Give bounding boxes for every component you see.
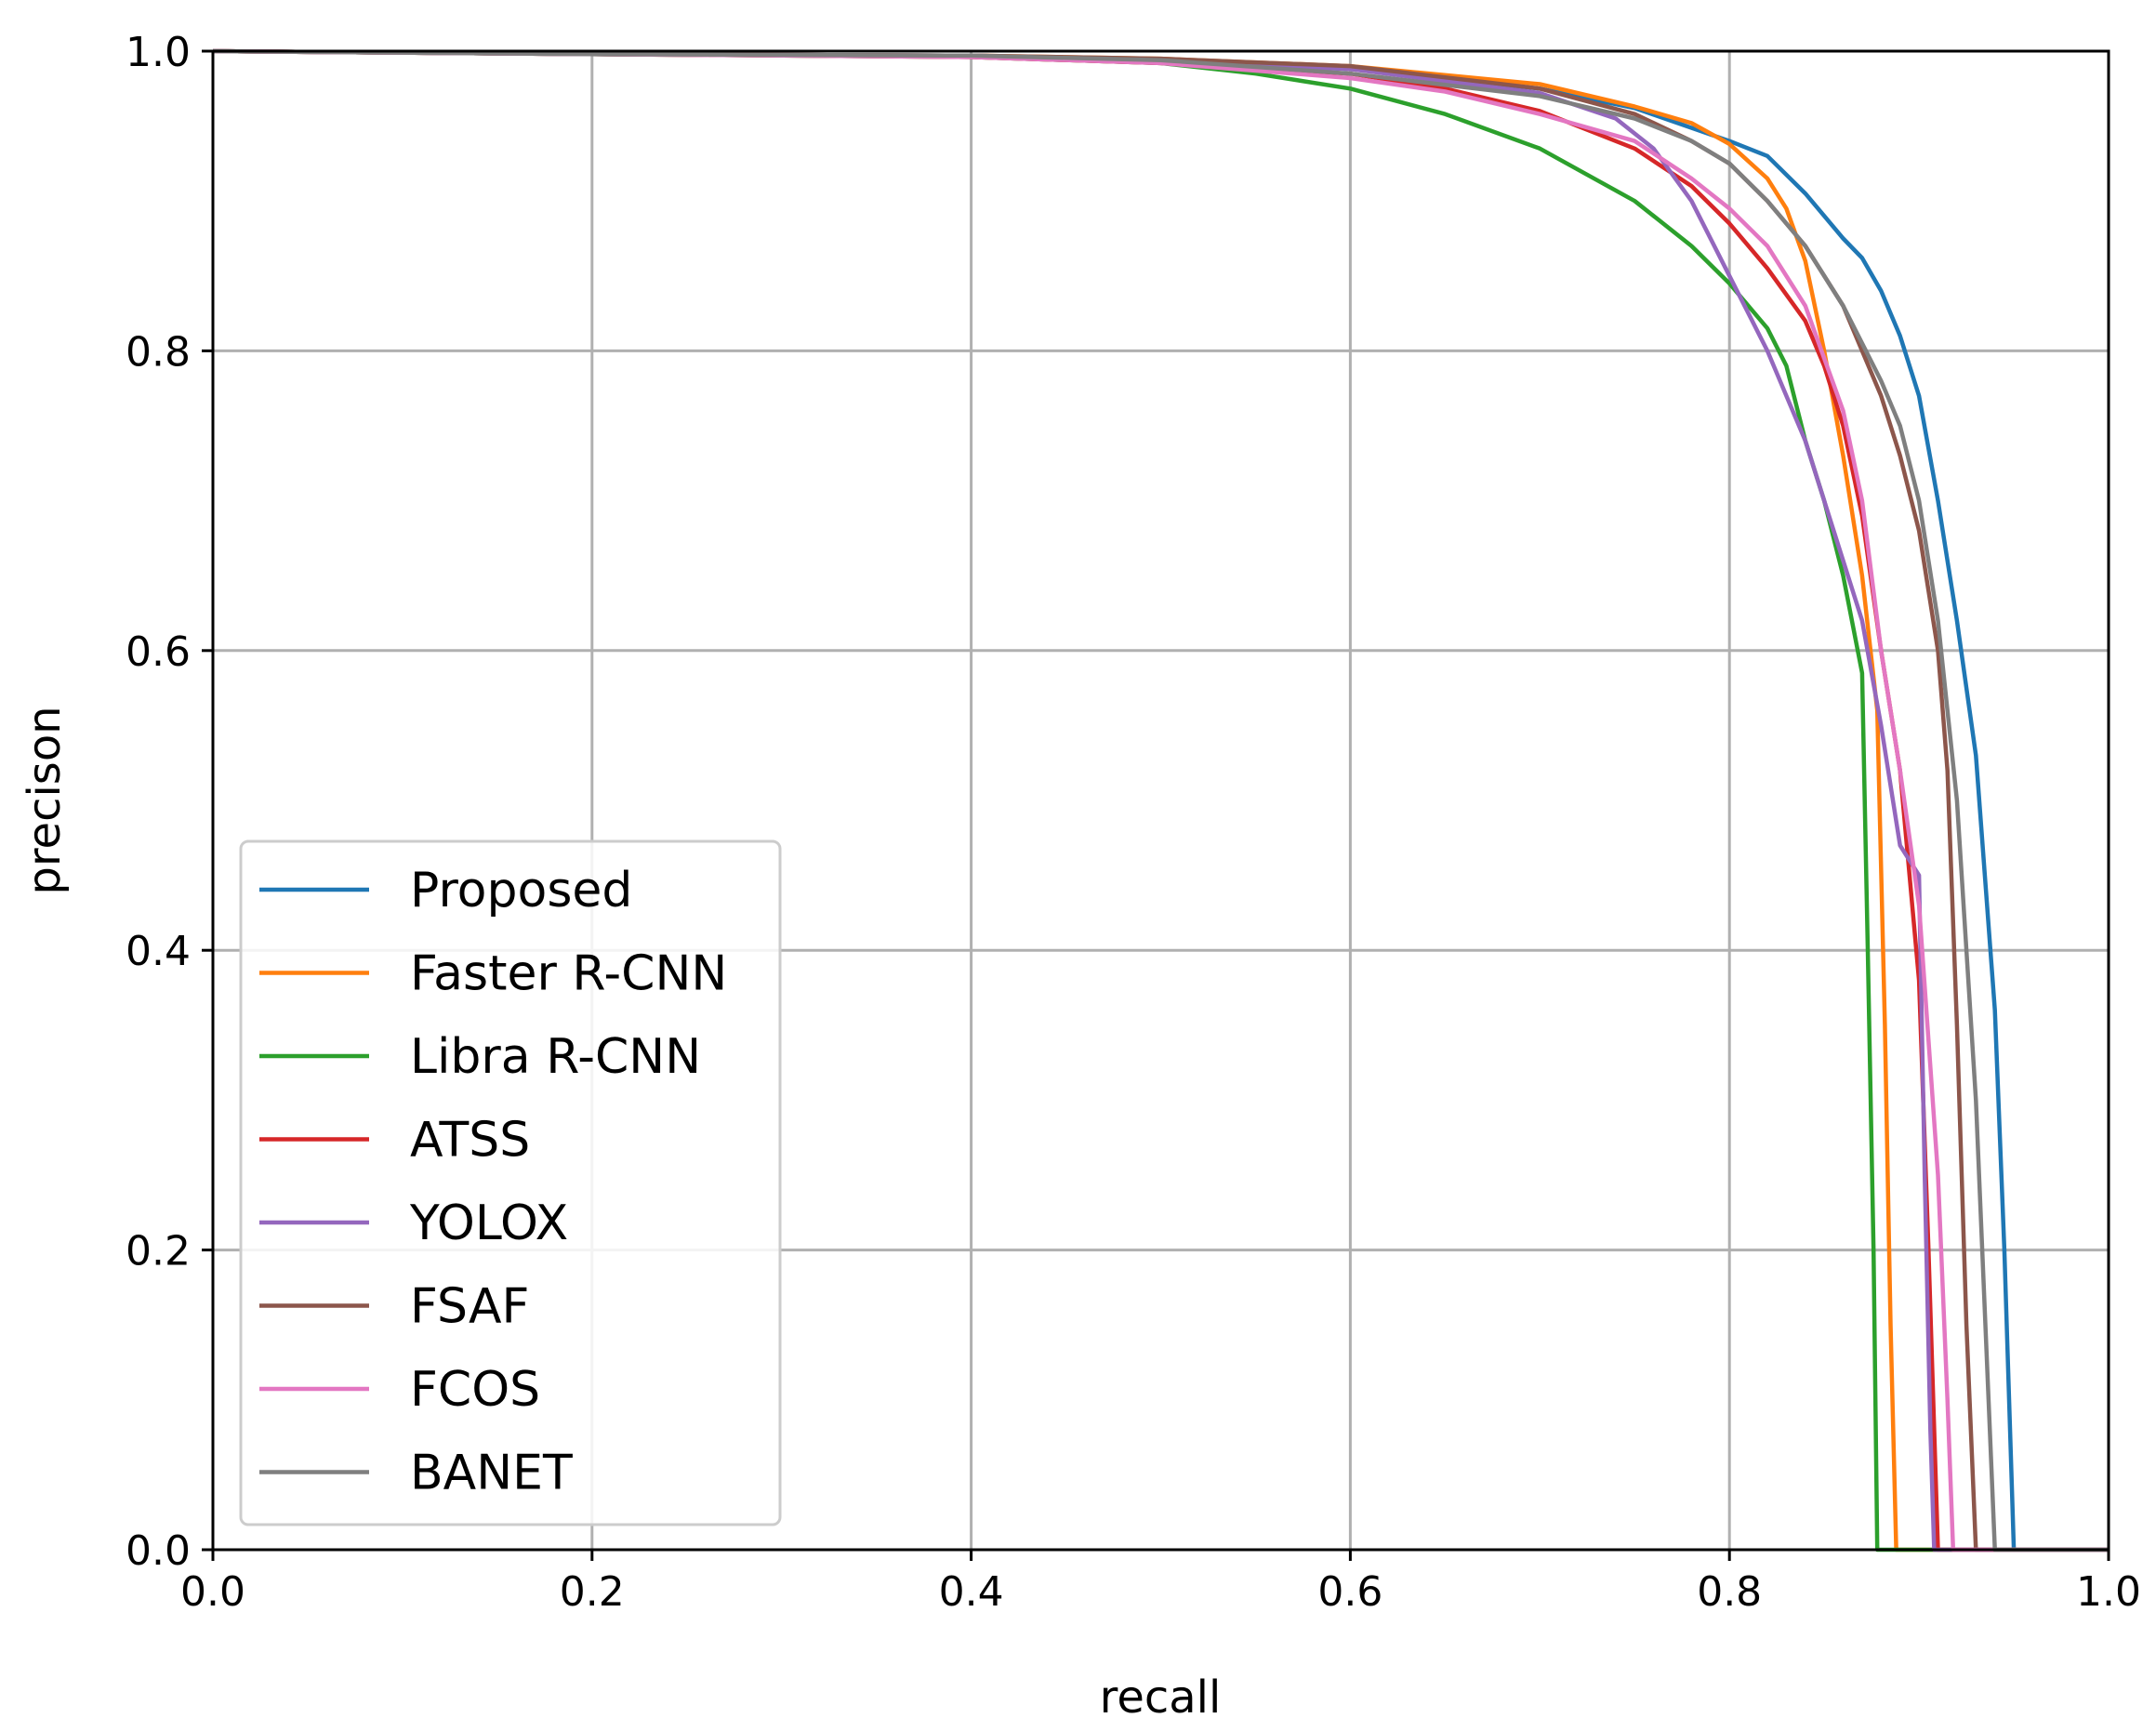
- x-tick-label: 0.2: [560, 1568, 625, 1616]
- x-tick-label: 0.4: [939, 1568, 1004, 1616]
- x-tick-label: 0.8: [1697, 1568, 1762, 1616]
- y-tick-label: 0.8: [126, 328, 191, 376]
- x-tick-label: 0.6: [1317, 1568, 1382, 1616]
- x-tick-label: 1.0: [2076, 1568, 2141, 1616]
- axis-ticks: 0.0 0.2 0.4 0.6 0.8 1.0 0.0 0.2 0.4 0.6 0.8 1.0: [126, 29, 2141, 1616]
- legend-label: YOLOX: [409, 1196, 568, 1251]
- y-tick-label: 0.4: [126, 928, 191, 975]
- legend-label: Faster R-CNN: [410, 946, 727, 1002]
- legend-label: FSAF: [410, 1279, 529, 1335]
- legend-label: BANET: [410, 1446, 573, 1501]
- series-lines: [212, 48, 2109, 1553]
- y-tick-label: 0.6: [126, 628, 191, 676]
- series-line-banet: [212, 48, 2109, 1553]
- legend-label: Libra R-CNN: [410, 1029, 701, 1085]
- legend-box: [239, 839, 782, 1526]
- y-tick-label: 0.2: [126, 1228, 191, 1275]
- legend: Proposed Faster R-CNN Libra R-CNN ATSS YOLOX…: [239, 839, 782, 1526]
- series-line-fcos: [212, 48, 2109, 1553]
- legend-label: ATSS: [410, 1113, 530, 1169]
- x-axis-label: recall: [1100, 1672, 1222, 1724]
- series-line-yolox: [212, 48, 2109, 1553]
- plot-frame: [211, 49, 2110, 1552]
- x-tick-label: 0.0: [180, 1568, 245, 1616]
- y-tick-label: 0.0: [126, 1527, 191, 1575]
- y-axis-label: precison: [19, 706, 71, 894]
- y-tick-label: 1.0: [126, 29, 191, 76]
- legend-label: Proposed: [410, 863, 632, 918]
- legend-label: FCOS: [410, 1362, 540, 1418]
